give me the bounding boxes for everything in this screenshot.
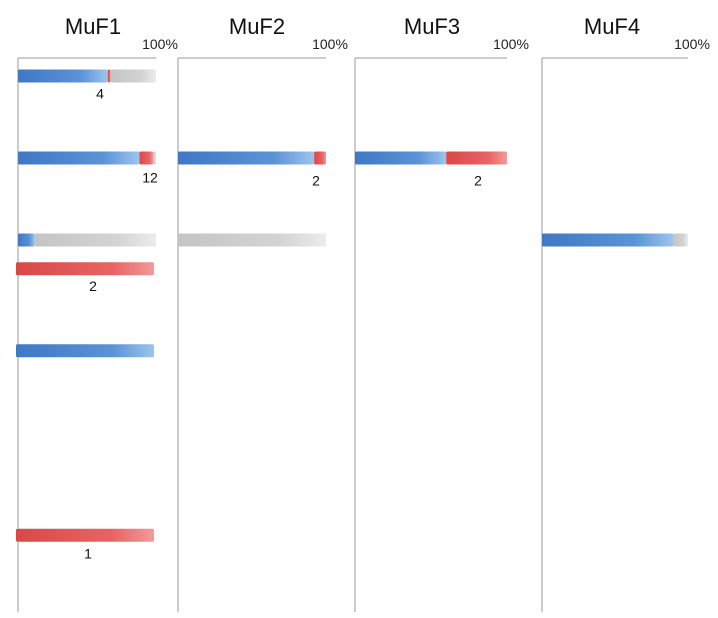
bar-segment-red xyxy=(446,151,507,165)
scale-label: 100% xyxy=(674,36,710,52)
bar-segment-gray xyxy=(673,233,688,247)
panel-title: MuF4 xyxy=(584,14,640,39)
bar-count-label: 2 xyxy=(89,278,97,294)
scale-label: 100% xyxy=(142,36,178,52)
panel-title: MuF1 xyxy=(65,14,121,39)
bar-segment-blue xyxy=(355,151,447,165)
bar-segment-red xyxy=(139,151,154,165)
bar-segment-gray xyxy=(110,69,156,83)
bar-segment-blue xyxy=(18,233,35,247)
bar-segment-blue xyxy=(18,151,140,165)
bar-count-label: 4 xyxy=(96,86,104,102)
bar-segment-blue xyxy=(178,151,315,165)
bar-segment-gray xyxy=(34,233,157,247)
bar-count-label: 2 xyxy=(474,173,482,189)
bar-segment-red xyxy=(107,69,111,83)
bar-segment-blue xyxy=(18,69,108,83)
panel-title: MuF2 xyxy=(229,14,285,39)
scale-label: 100% xyxy=(312,36,348,52)
bar-count-label: 2 xyxy=(312,173,320,189)
bar-segment-red xyxy=(16,528,154,542)
panel-title: MuF3 xyxy=(404,14,460,39)
bar-segment-red xyxy=(16,262,154,276)
bar-segment-gray xyxy=(153,151,156,165)
bar-segment-blue xyxy=(542,233,674,247)
bar-count-label: 12 xyxy=(142,170,158,186)
bar-segment-blue xyxy=(16,344,154,358)
bar-count-label: 1 xyxy=(84,546,92,562)
bar-segment-gray xyxy=(178,233,326,247)
scale-label: 100% xyxy=(493,36,529,52)
bar-segment-red xyxy=(314,151,326,165)
